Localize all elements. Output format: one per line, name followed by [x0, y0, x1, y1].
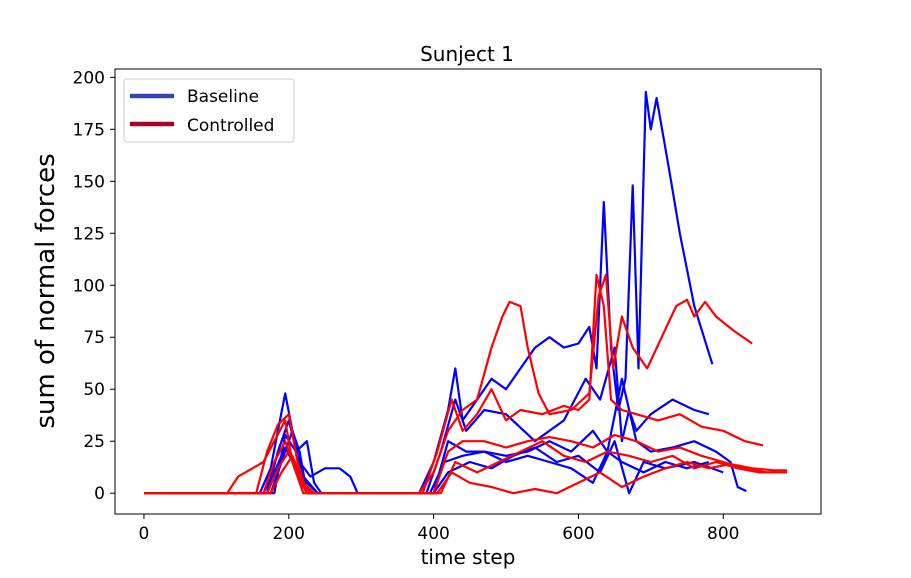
x-axis: 0 200 400 600 800 [139, 514, 739, 544]
series-line-controlled-7 [144, 433, 787, 495]
legend-label-controlled: Controlled [187, 116, 274, 136]
x-tick-label: 600 [562, 524, 594, 544]
x-tick-label: 200 [273, 524, 305, 544]
legend: Baseline Controlled [123, 78, 295, 143]
y-tick-label: 0 [94, 484, 105, 504]
x-axis-label: time step [421, 545, 516, 569]
y-tick-label: 100 [73, 276, 105, 296]
y-tick-label: 25 [83, 432, 105, 452]
y-axis-label: sum of normal forces [31, 153, 61, 428]
series-line-baseline-2 [144, 377, 747, 495]
y-tick-label: 175 [73, 120, 105, 140]
series-line-controlled-9 [144, 454, 787, 495]
y-tick-label: 200 [73, 68, 105, 88]
y-tick-label: 75 [83, 328, 105, 348]
x-tick-label: 800 [707, 524, 739, 544]
y-tick-label: 50 [83, 380, 105, 400]
legend-label-baseline: Baseline [187, 87, 259, 107]
y-axis: 0 25 50 75 100 125 150 175 200 [73, 68, 115, 504]
series-layer [144, 90, 787, 495]
chart-title: Sunject 1 [420, 42, 514, 66]
series-line-baseline-0 [144, 90, 714, 495]
series-line-baseline-1 [144, 346, 710, 495]
series-line-controlled-6 [144, 273, 764, 495]
x-tick-label: 0 [139, 524, 150, 544]
series-line-controlled-5 [144, 273, 753, 495]
plot-frame [114, 68, 822, 515]
series-line-baseline-3 [144, 429, 710, 495]
x-tick-label: 400 [417, 524, 449, 544]
y-tick-label: 125 [73, 224, 105, 244]
y-tick-label: 150 [73, 172, 105, 192]
